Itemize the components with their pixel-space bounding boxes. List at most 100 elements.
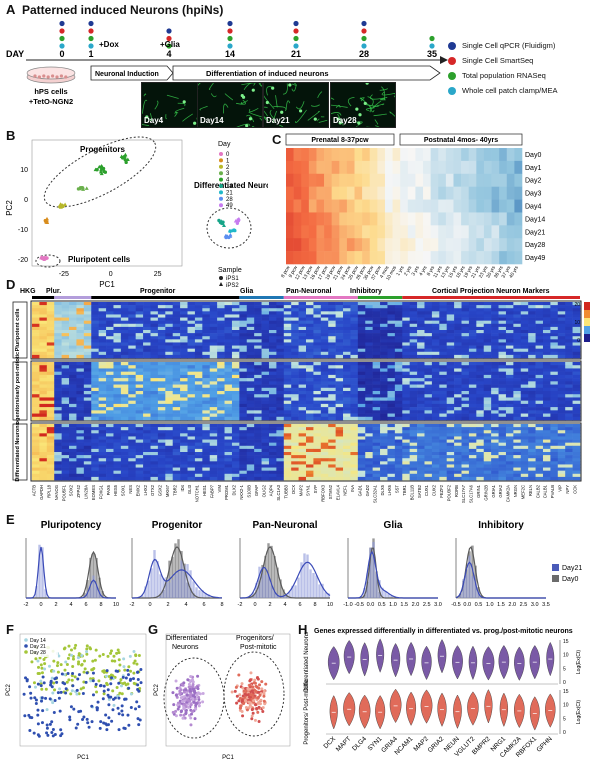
heat-cell	[335, 339, 344, 343]
heat-cell	[143, 336, 151, 340]
heat-cell	[83, 362, 92, 366]
heat-cell	[387, 387, 396, 392]
heat-cell	[528, 476, 536, 481]
heat-cell	[150, 378, 159, 382]
heat-cell	[446, 371, 455, 376]
heat-cell	[91, 339, 99, 343]
heat-cell	[150, 410, 159, 414]
heat-cell	[550, 448, 559, 453]
heat-cell	[150, 305, 159, 309]
heat-cell	[505, 436, 514, 440]
heat-cell	[424, 452, 433, 456]
heat-cell	[439, 430, 448, 434]
heat-cell	[384, 251, 393, 265]
heat-cell	[498, 470, 507, 475]
heat-cell	[298, 445, 307, 450]
heat-cell	[172, 330, 181, 334]
pca-point	[56, 661, 60, 665]
heat-cell	[335, 403, 344, 408]
heat-cell	[335, 439, 344, 443]
heat-cell	[328, 413, 336, 418]
heat-cell	[557, 351, 566, 356]
heat-cell	[394, 330, 403, 334]
heat-cell	[328, 368, 336, 372]
heat-cell	[76, 320, 85, 325]
heat-cell	[283, 400, 292, 405]
heat-cell	[143, 397, 151, 401]
heat-cell	[120, 302, 129, 306]
heat-cell	[231, 308, 240, 312]
heat-cell	[39, 397, 48, 401]
heat-cell	[150, 433, 159, 437]
heat-cell	[468, 199, 477, 213]
heat-cell	[409, 342, 418, 346]
heat-cell	[365, 448, 373, 453]
heat-cell	[128, 455, 136, 459]
heat-cell	[268, 416, 277, 421]
heat-cell	[76, 394, 85, 398]
heat-cell	[276, 439, 285, 443]
heat-cell	[268, 378, 277, 382]
heat-cell	[565, 458, 573, 462]
heat-cell	[461, 413, 470, 418]
heat-cell	[439, 410, 448, 414]
heat-cell	[354, 160, 363, 175]
heat-cell	[202, 391, 211, 395]
heat-cell	[180, 351, 188, 356]
heat-cell	[438, 238, 447, 252]
heat-cell	[346, 148, 355, 162]
heat-cell	[224, 400, 233, 405]
heat-cell	[106, 445, 114, 450]
heat-cell	[565, 403, 573, 408]
neurite	[331, 97, 335, 100]
heat-cell	[328, 345, 336, 349]
heat-cell	[335, 416, 344, 421]
heat-cell	[357, 394, 366, 398]
heat-cell	[39, 365, 48, 369]
heat-cell	[365, 374, 373, 379]
heat-cell	[69, 416, 77, 421]
heat-cell	[454, 323, 462, 328]
heat-cell	[187, 473, 196, 478]
heat-cell	[417, 439, 425, 443]
heat-cell	[308, 160, 317, 175]
heat-cell	[291, 365, 299, 369]
heat-cell	[286, 225, 294, 239]
pca-point	[124, 160, 128, 165]
heat-cell	[180, 362, 188, 366]
heat-cell	[528, 427, 536, 431]
heat-cell	[454, 305, 462, 309]
heat-cell	[387, 433, 396, 437]
heat-cell	[254, 333, 262, 337]
heat-cell	[446, 464, 455, 468]
heat-cell	[550, 407, 559, 411]
heat-cell	[550, 323, 559, 328]
heat-cell	[172, 407, 181, 411]
heat-cell	[491, 436, 499, 440]
hist-bar-day0	[276, 567, 279, 598]
heat-cell	[476, 387, 485, 392]
heat-cell	[550, 314, 559, 318]
heat-cell	[217, 433, 225, 437]
heat-cell	[335, 391, 344, 395]
heat-cell	[468, 317, 477, 321]
heat-cell	[120, 442, 129, 447]
heat-cell	[298, 473, 307, 478]
heat-cell	[165, 458, 174, 462]
heat-cell	[61, 413, 70, 418]
heat-cell	[91, 302, 99, 306]
heat-cell	[98, 403, 107, 408]
heat-cell	[439, 314, 448, 318]
heat-cell	[291, 430, 299, 434]
heat-cell	[565, 320, 573, 325]
heat-cell	[128, 317, 136, 321]
heat-cell	[354, 251, 363, 265]
heat-cell	[298, 387, 307, 392]
heat-cell	[69, 374, 77, 379]
pca-point	[232, 228, 237, 232]
density-curve-d21	[26, 546, 116, 599]
heat-cell	[261, 308, 270, 312]
heat-cell	[505, 326, 514, 331]
heat-cell	[417, 452, 425, 456]
